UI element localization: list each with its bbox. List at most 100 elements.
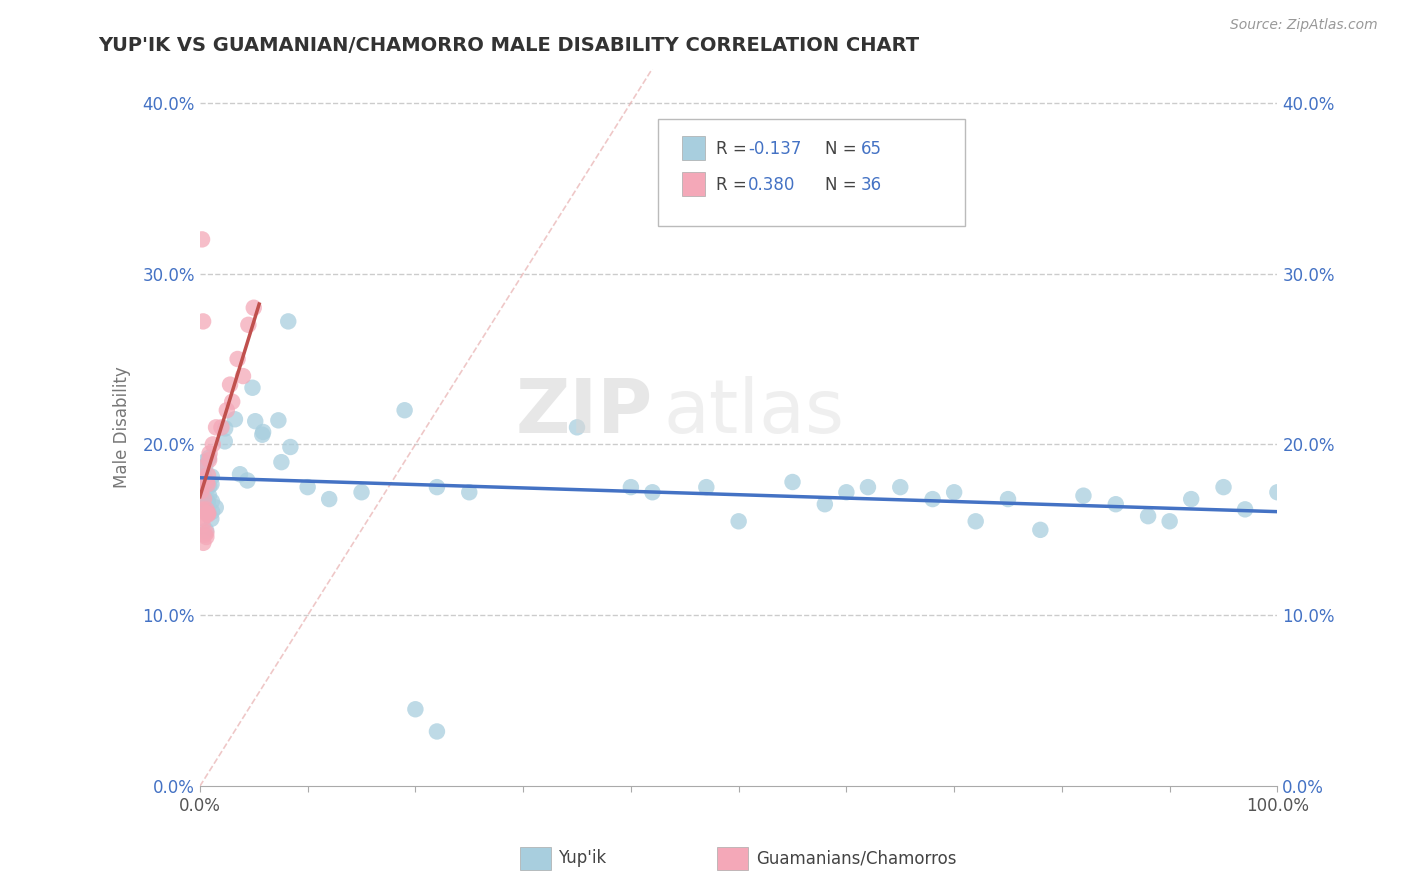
Point (195, 525, 218, 540)
Point (197, 506, 219, 520)
Point (297, 480, 319, 494)
Point (191, 517, 214, 532)
FancyBboxPatch shape (658, 119, 965, 227)
Point (194, 527, 217, 541)
Text: ZIP: ZIP (515, 376, 652, 450)
Point (921, 492, 943, 507)
Point (191, 511, 214, 525)
Point (1267, 485, 1289, 500)
Point (193, 536, 215, 550)
Point (195, 504, 218, 518)
Point (458, 485, 481, 500)
Text: atlas: atlas (664, 376, 844, 450)
Text: N =: N = (825, 140, 862, 158)
Point (565, 420, 588, 434)
Point (214, 421, 236, 435)
Point (197, 477, 219, 491)
Point (252, 425, 274, 439)
Point (201, 469, 224, 483)
Point (727, 514, 749, 528)
Point (997, 492, 1019, 507)
Point (695, 480, 717, 494)
Point (195, 530, 218, 544)
Point (198, 446, 221, 460)
Point (195, 524, 218, 538)
Point (350, 485, 373, 500)
Text: R =: R = (716, 140, 752, 158)
Text: -0.137: -0.137 (748, 140, 801, 158)
Point (191, 232, 214, 246)
Point (219, 377, 242, 392)
Point (1105, 497, 1128, 511)
Point (214, 434, 236, 449)
Point (200, 477, 222, 491)
Point (426, 724, 449, 739)
Point (197, 494, 219, 508)
Point (195, 507, 218, 521)
Point (193, 455, 215, 469)
Point (242, 381, 264, 395)
Point (1234, 502, 1257, 516)
Text: 65: 65 (860, 140, 882, 158)
Point (197, 468, 219, 483)
Point (198, 453, 221, 467)
Point (238, 318, 260, 332)
Text: 0.380: 0.380 (748, 176, 796, 194)
Point (197, 507, 219, 521)
Point (215, 403, 238, 417)
Point (252, 427, 274, 442)
Point (394, 403, 416, 417)
Point (236, 474, 259, 488)
Text: Guamanians/Chamorros: Guamanians/Chamorros (756, 849, 957, 867)
Point (641, 485, 664, 500)
Point (191, 489, 214, 503)
Point (191, 502, 214, 516)
FancyBboxPatch shape (682, 136, 706, 160)
Point (232, 369, 254, 384)
FancyBboxPatch shape (682, 172, 706, 195)
Point (221, 394, 243, 409)
Point (1180, 492, 1202, 507)
Point (204, 500, 226, 515)
Point (193, 469, 215, 483)
Point (856, 480, 879, 494)
Text: Source: ZipAtlas.com: Source: ZipAtlas.com (1230, 18, 1378, 32)
Point (1159, 514, 1181, 528)
Point (198, 450, 221, 465)
Point (209, 420, 232, 434)
Point (201, 437, 224, 451)
Point (197, 508, 219, 522)
Point (191, 460, 214, 475)
Point (198, 479, 221, 493)
Point (782, 475, 804, 489)
Point (965, 514, 987, 528)
Point (318, 492, 340, 507)
Point (889, 480, 911, 494)
Point (205, 420, 228, 434)
Point (426, 480, 449, 494)
Point (195, 477, 218, 491)
Point (270, 455, 292, 469)
Point (245, 414, 267, 428)
Point (195, 502, 218, 516)
Point (1029, 523, 1052, 537)
Point (226, 351, 249, 366)
Point (277, 314, 299, 328)
Text: YUP'IK VS GUAMANIAN/CHAMORRO MALE DISABILITY CORRELATION CHART: YUP'IK VS GUAMANIAN/CHAMORRO MALE DISABI… (98, 36, 920, 54)
Point (1212, 480, 1234, 494)
Point (193, 495, 215, 509)
Point (814, 497, 837, 511)
Text: R =: R = (716, 176, 752, 194)
Point (195, 495, 218, 509)
Point (229, 467, 252, 482)
Point (242, 301, 264, 315)
Point (191, 474, 214, 488)
Point (191, 314, 214, 328)
Point (193, 491, 215, 506)
Point (267, 413, 290, 427)
Point (224, 412, 246, 426)
Point (201, 505, 224, 519)
Point (1073, 489, 1095, 503)
Point (201, 494, 224, 508)
Point (190, 484, 212, 499)
